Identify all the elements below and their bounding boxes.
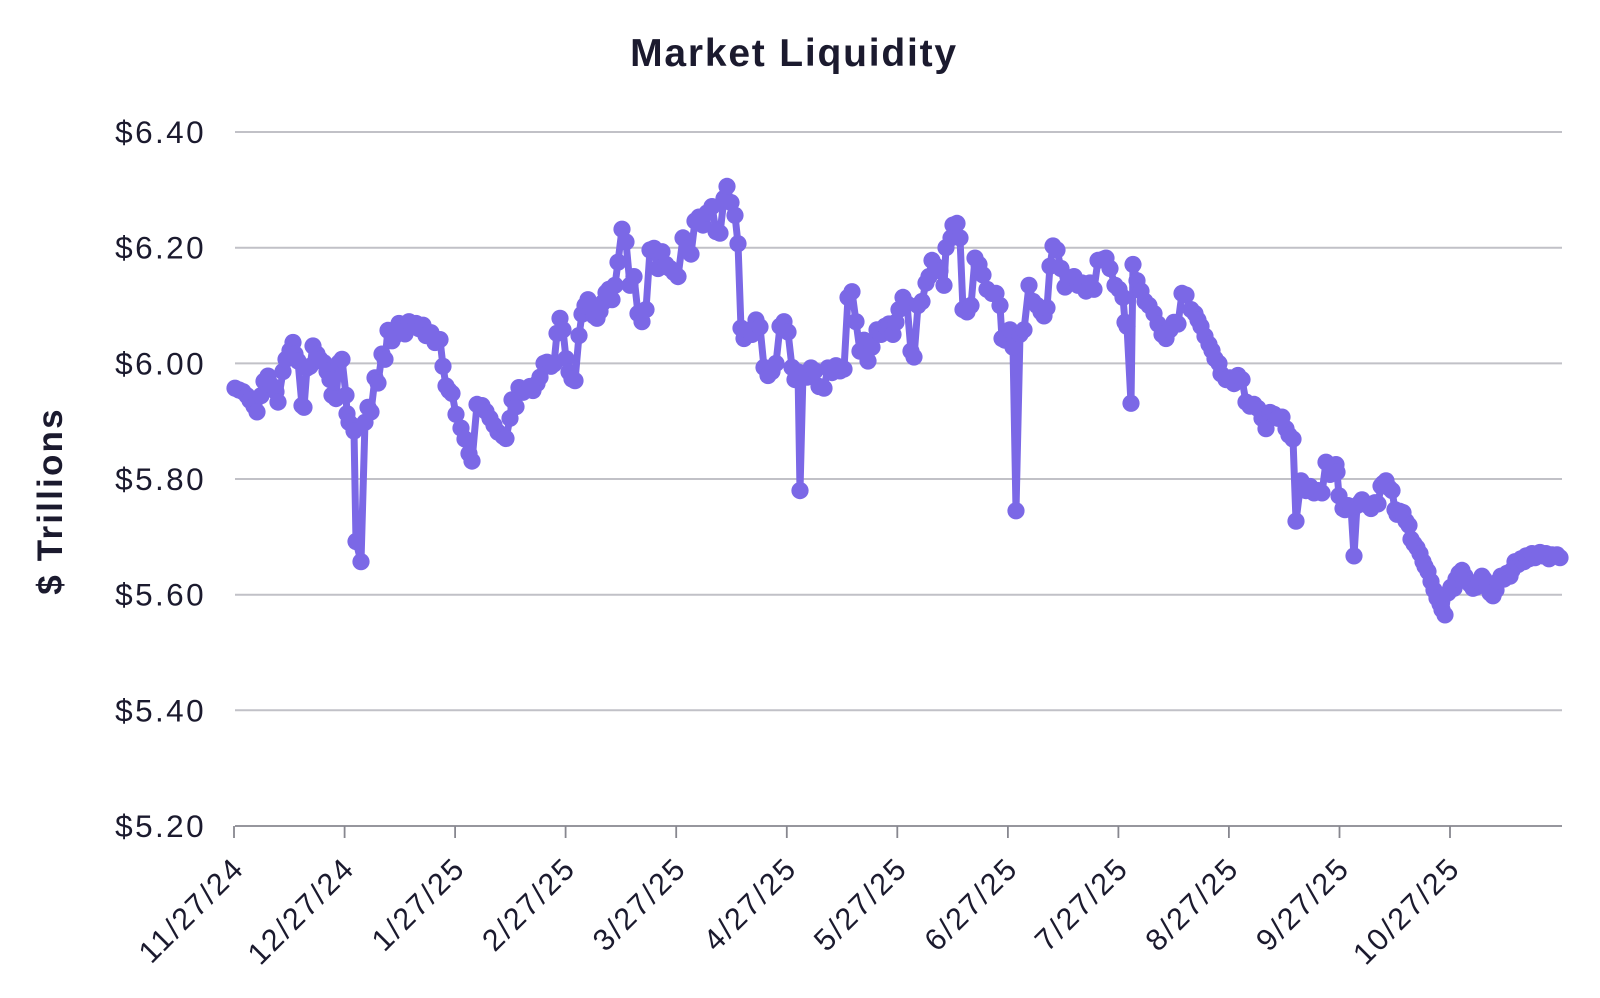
svg-text:9/27/25: 9/27/25 bbox=[1250, 851, 1357, 958]
svg-text:$6.40: $6.40 bbox=[115, 114, 206, 150]
svg-text:11/27/24: 11/27/24 bbox=[132, 851, 251, 970]
svg-text:$6.20: $6.20 bbox=[115, 230, 206, 266]
svg-text:$ Trillions: $ Trillions bbox=[31, 407, 70, 595]
svg-text:Market Liquidity: Market Liquidity bbox=[630, 32, 958, 75]
svg-text:7/27/25: 7/27/25 bbox=[1028, 851, 1135, 958]
svg-text:$5.60: $5.60 bbox=[115, 577, 206, 613]
svg-text:5/27/25: 5/27/25 bbox=[807, 851, 914, 958]
svg-text:6/27/25: 6/27/25 bbox=[918, 851, 1025, 958]
svg-text:10/27/25: 10/27/25 bbox=[1347, 851, 1467, 971]
svg-text:$5.40: $5.40 bbox=[115, 692, 206, 728]
svg-text:12/27/24: 12/27/24 bbox=[241, 851, 361, 971]
svg-text:2/27/25: 2/27/25 bbox=[476, 851, 583, 958]
svg-text:4/27/25: 4/27/25 bbox=[697, 851, 804, 958]
svg-text:8/27/25: 8/27/25 bbox=[1139, 851, 1246, 958]
svg-text:1/27/25: 1/27/25 bbox=[365, 851, 472, 958]
svg-text:3/27/25: 3/27/25 bbox=[586, 851, 693, 958]
svg-text:$5.80: $5.80 bbox=[115, 461, 206, 497]
svg-text:$6.00: $6.00 bbox=[115, 345, 206, 381]
svg-text:$5.20: $5.20 bbox=[115, 808, 206, 844]
